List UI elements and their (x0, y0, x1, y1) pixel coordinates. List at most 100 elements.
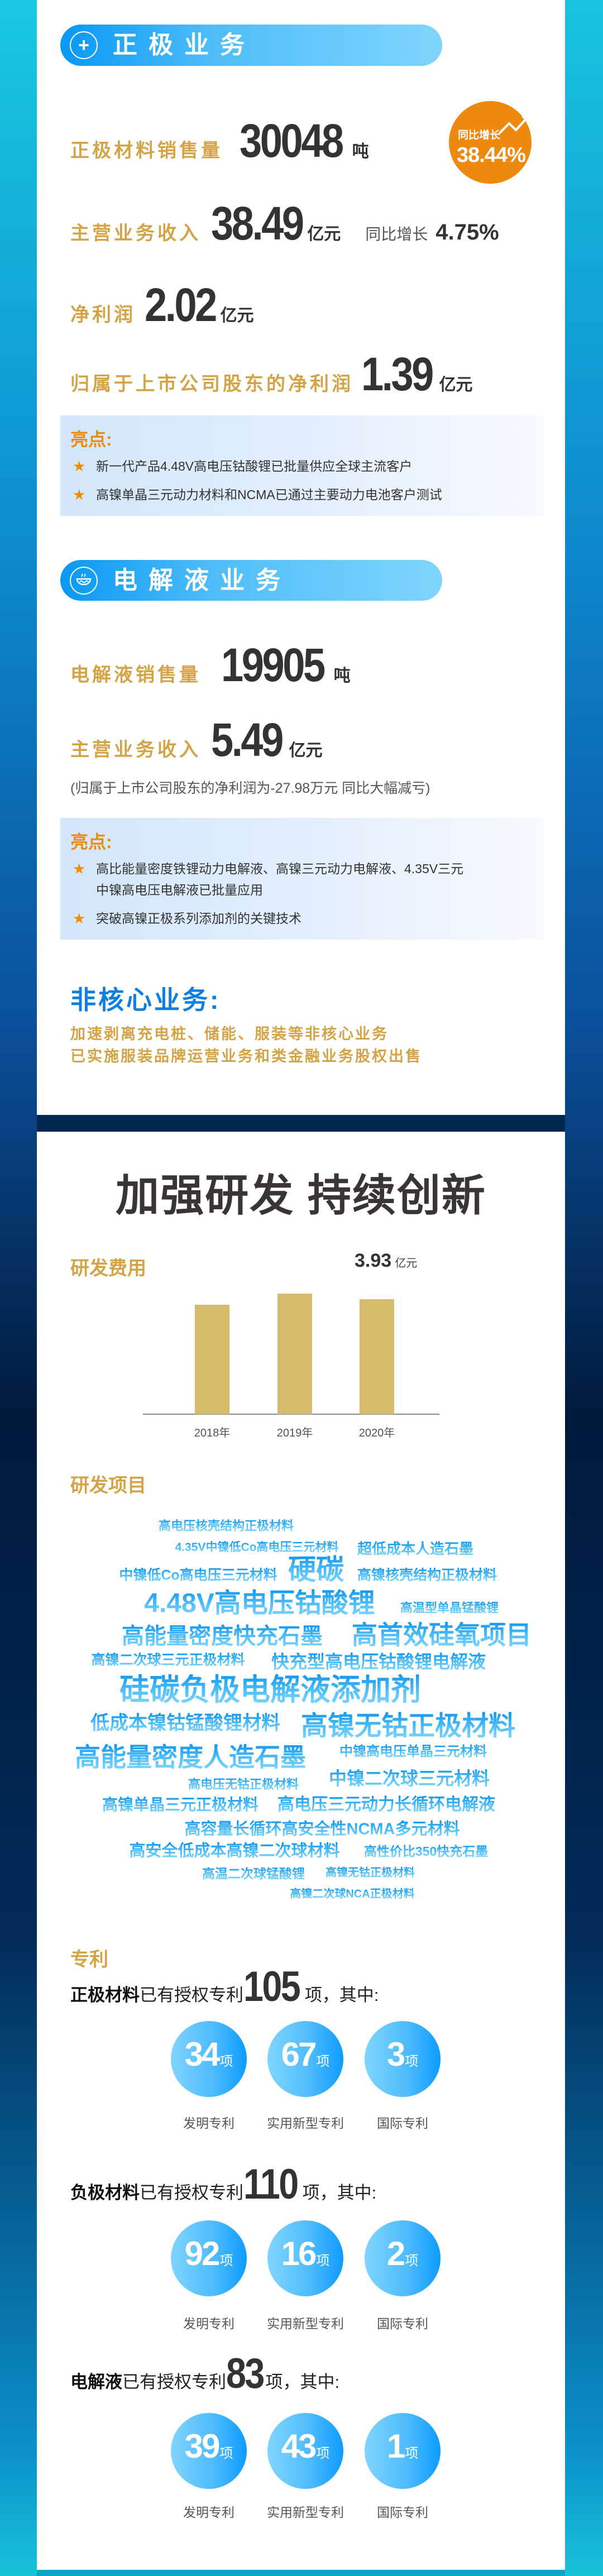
non-core-title: 非核心业务: (70, 985, 221, 1014)
rd-project-tag: 高首效硅氧项目 (352, 1620, 532, 1650)
cathode-sales-unit: 吨 (352, 142, 369, 161)
business-card: + 正极业务 正极材料销售量 30048 吨 同比增长 38.44% 主营业务收… (37, 0, 565, 1115)
highlight-text: 高比能量密度铁锂动力电解液、高镍三元动力电解液、4.35V三元 (96, 861, 464, 876)
patent-name: 负极材料 (70, 2183, 140, 2202)
rd-project-tag: 高能量密度人造石墨 (75, 1742, 306, 1772)
patent-count-unit: 项 (316, 2054, 330, 2069)
electrolyte-sales-unit: 吨 (333, 667, 351, 685)
electrolyte-revenue-value: 5.49 (211, 714, 284, 766)
electrolyte-sales-row: 电解液销售量 19905 吨 (70, 641, 351, 688)
patent-group-line: 正极材料 已有授权专利 105 项，其中: (70, 1966, 379, 2008)
net-profit-unit: 亿元 (220, 307, 254, 325)
patent-group-line: 电解液 已有授权专利 83 项，其中: (70, 2353, 339, 2395)
star-icon: ★ (73, 860, 86, 877)
rd-project-tag: 高镍单晶三元正极材料 (102, 1795, 259, 1813)
highlight-text: 高镍单晶三元动力材料和NCMA已通过主要动力电池客户测试 (96, 487, 442, 502)
star-icon: ★ (73, 910, 86, 927)
rd-project-tag: 中镍二次球三元材料 (328, 1768, 490, 1789)
data-label-value: 3.93 (355, 1250, 391, 1271)
patent-suffix: 项，其中: (302, 2183, 377, 2202)
plus-icon: + (70, 31, 98, 59)
patent-count-unit: 项 (316, 2253, 330, 2268)
rd-project-tag: 高电压核壳结构正极材料 (158, 1519, 294, 1533)
patent-count-unit: 项 (219, 2446, 233, 2461)
background-left-glow (0, 0, 37, 2576)
patent-count-unit: 项 (219, 2054, 233, 2069)
patent-type-label: 国际专利 (377, 2116, 428, 2130)
patent-count: 3 (386, 2036, 405, 2073)
patent-count-unit: 项 (405, 2253, 419, 2268)
star-icon: ★ (73, 486, 86, 503)
patent-text: 已有授权专利 (140, 1985, 243, 2005)
rd-expense-label: 研发费用 (70, 1258, 146, 1279)
rd-project-tag: 高镍无钴正极材料 (326, 1866, 415, 1879)
rd-project-tag: 低成本镍钴锰酸锂材料 (90, 1712, 280, 1734)
patent-type-label: 国际专利 (377, 2316, 428, 2331)
cathode-net-profit-row: 净利润 2.02 亿元 (70, 281, 254, 328)
cathode-sales-value: 30048 (240, 114, 344, 167)
patent-count-circle: 43 项 (267, 2413, 343, 2489)
electrolyte-highlights: 亮点: ★ 高比能量密度铁锂动力电解液、高镍三元动力电解液、4.35V三元 中镍高电… (60, 818, 544, 940)
rd-project-tag: 超低成本人造石墨 (357, 1540, 474, 1558)
patent-type-label: 实用新型专利 (267, 2116, 344, 2130)
highlight-text: 中镍高电压电解液已批量应用 (96, 883, 263, 897)
rd-project-tag: 高能量密度快充石墨 (122, 1624, 323, 1649)
rd-project-tag: 高电压无钴正极材料 (188, 1777, 299, 1792)
x-tick-label: 2020年 (359, 1426, 395, 1439)
star-icon: ★ (73, 458, 86, 475)
non-core-line: 已实施服装品牌运营业务和类金融业务股权出售 (70, 1048, 422, 1065)
background-right-glow (565, 0, 603, 2576)
patent-count-unit: 项 (219, 2253, 233, 2268)
attrib-profit-unit: 亿元 (439, 376, 473, 394)
rd-project-tag: 硬碳 (288, 1554, 344, 1586)
patent-count-unit: 项 (316, 2446, 330, 2461)
rd-project-tag: 中镍高电压单晶三元材料 (339, 1744, 487, 1760)
rd-project-tag: 快充型高电压钴酸锂电解液 (271, 1651, 486, 1672)
revenue-growth-value: 4.75% (436, 220, 499, 245)
rd-project-tag: 高温型单晶锰酸锂 (400, 1601, 499, 1615)
rd-project-tag: 高镍核壳结构正极材料 (357, 1567, 497, 1583)
patent-type-label: 发明专利 (183, 2116, 234, 2130)
highlights-title: 亮点: (70, 832, 112, 852)
cathode-highlights: 亮点: ★ 新一代产品4.48V高电压钴酸锂已批量供应全球主流客户 ★ 高镍单晶三元… (60, 415, 544, 516)
patent-total: 83 (226, 2350, 265, 2397)
patent-text: 已有授权专利 (122, 2372, 226, 2392)
revenue-growth-label: 同比增长 (365, 226, 428, 243)
rd-card: 加强研发 持续创新 研发费用 2018年 2019年 2020年 3.93 亿元 研发项… (37, 1132, 565, 2570)
rd-projects-label: 研发项目 (70, 1475, 146, 1496)
electrolyte-header: 电解液业务 (60, 560, 442, 601)
patent-count-unit: 项 (405, 2446, 419, 2461)
patent-group-line: 负极材料 已有授权专利 110 项，其中: (70, 2163, 376, 2206)
trend-up-arrow-icon (498, 114, 530, 135)
data-label-unit: 亿元 (395, 1257, 417, 1270)
patent-count-circle: 34 项 (171, 2021, 247, 2097)
patent-count-circle: 16 项 (267, 2220, 343, 2296)
highlight-item: ★ 新一代产品4.48V高电压钴酸锂已批量供应全球主流客户 (73, 456, 412, 477)
growth-badge-label: 同比增长 (458, 130, 501, 141)
cathode-sales-row: 正极材料销售量 30048 吨 (70, 117, 369, 164)
rd-project-tag: 中镍低Co高电压三元材料 (119, 1567, 277, 1583)
patent-count: 16 (281, 2235, 317, 2272)
patent-count: 1 (386, 2427, 405, 2465)
patent-type-label: 发明专利 (183, 2505, 234, 2520)
cathode-attrib-profit-row: 归属于上市公司股东的净利润 1.39 亿元 (70, 351, 473, 398)
rd-project-tag: 高电压三元动力长循环电解液 (277, 1795, 495, 1814)
patent-suffix: 项，其中: (304, 1985, 379, 2005)
patent-suffix: 项，其中: (265, 2372, 340, 2392)
x-tick-label: 2019年 (277, 1426, 313, 1439)
patent-type-label: 实用新型专利 (267, 2316, 344, 2331)
patent-count: 34 (184, 2036, 221, 2073)
highlight-text: 突破高镍正极系列添加剂的关键技术 (96, 911, 302, 926)
electrolyte-revenue-row: 主营业务收入 5.49 亿元 (70, 716, 323, 763)
electrolyte-sales-value: 19905 (221, 639, 326, 691)
rd-project-tag: 高性价比350快充石墨 (363, 1844, 489, 1859)
rd-title: 加强研发 持续创新 (116, 1171, 486, 1220)
x-tick-label: 2018年 (194, 1426, 231, 1439)
growth-badge-value: 38.44% (457, 143, 526, 167)
non-core-line: 加速剥离充电桩、储能、服装等非核心业务 (70, 1026, 389, 1042)
net-profit-value: 2.02 (145, 279, 217, 331)
patent-text: 已有授权专利 (140, 2183, 243, 2202)
